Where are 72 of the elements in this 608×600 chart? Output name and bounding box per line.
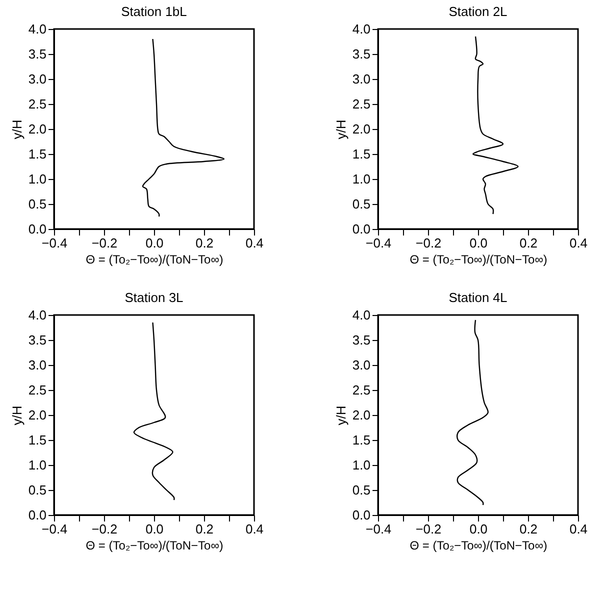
y-tick-label: 3.0 <box>352 358 370 372</box>
y-axis-title: y/H <box>333 406 348 426</box>
x-axis-title: Θ = (To₂−To∞)/(ToN−To∞) <box>86 252 224 266</box>
y-tick-label: 3.5 <box>28 332 46 348</box>
x-tick-label: 0.0 <box>145 522 164 536</box>
y-tick-label: 1.5 <box>28 146 46 162</box>
y-tick-label: 0.0 <box>28 508 46 522</box>
chart-title: Station 3L <box>124 290 184 305</box>
y-tick-label: 2.0 <box>352 408 370 422</box>
y-axis-title: y/H <box>333 120 348 140</box>
y-tick-label: 0.5 <box>28 482 46 498</box>
x-tick-label: 0.2 <box>519 522 538 536</box>
x-tick-label: −0.4 <box>42 236 68 250</box>
y-tick-label: 1.0 <box>352 458 370 472</box>
y-tick-label: 4.0 <box>28 308 46 322</box>
y-tick-label: 3.0 <box>28 72 46 86</box>
y-axis-title: y/H <box>9 120 24 140</box>
line-series <box>472 36 519 215</box>
y-tick-label: 3.0 <box>352 72 370 86</box>
chart-title: Station 2L <box>448 4 508 19</box>
x-axis-title: Θ = (To₂−To∞)/(ToN−To∞) <box>86 538 224 552</box>
x-tick-label: 0.0 <box>145 236 164 250</box>
line-series <box>142 38 225 218</box>
x-axis-title: Θ = (To₂−To∞)/(ToN−To∞) <box>410 252 548 266</box>
y-tick-label: 2.0 <box>352 122 370 136</box>
y-tick-label: 3.5 <box>352 46 370 62</box>
chart-title: Station 4L <box>448 290 508 305</box>
y-tick-label: 2.0 <box>28 408 46 422</box>
y-tick-label: 4.0 <box>352 308 370 322</box>
y-tick-label: 0.0 <box>352 508 370 522</box>
y-tick-label: 4.0 <box>28 22 46 36</box>
y-tick-label: 0.0 <box>28 222 46 236</box>
x-tick-label: 0.2 <box>519 236 538 250</box>
x-tick-label: −0.2 <box>416 522 442 536</box>
y-tick-label: 1.0 <box>352 172 370 186</box>
y-tick-label: 1.0 <box>28 458 46 472</box>
x-axis-title: Θ = (To₂−To∞)/(ToN−To∞) <box>410 538 548 552</box>
x-tick-label: 0.2 <box>195 522 214 536</box>
x-tick-label: 0.2 <box>195 236 214 250</box>
y-tick-label: 0.5 <box>352 196 370 212</box>
x-tick-label: −0.2 <box>92 236 118 250</box>
y-tick-label: 2.5 <box>352 96 370 112</box>
y-tick-label: 3.0 <box>28 358 46 372</box>
x-tick-label: 0.0 <box>469 522 488 536</box>
x-tick-label: −0.4 <box>42 522 68 536</box>
x-tick-label: 0.4 <box>245 236 264 250</box>
x-tick-label: −0.2 <box>92 522 118 536</box>
y-tick-label: 0.0 <box>352 222 370 236</box>
line-series <box>133 322 175 501</box>
y-tick-label: 1.5 <box>28 432 46 448</box>
y-tick-label: 2.5 <box>28 96 46 112</box>
x-tick-label: 0.4 <box>569 522 588 536</box>
x-tick-label: −0.2 <box>416 236 442 250</box>
chart-title: Station 1bL <box>121 4 187 19</box>
y-tick-label: 2.0 <box>28 122 46 136</box>
y-tick-label: 3.5 <box>352 332 370 348</box>
y-tick-label: 0.5 <box>352 482 370 498</box>
x-tick-label: 0.0 <box>469 236 488 250</box>
x-tick-label: 0.4 <box>245 522 264 536</box>
x-tick-label: −0.4 <box>366 236 392 250</box>
y-tick-label: 1.5 <box>352 432 370 448</box>
x-tick-label: 0.4 <box>569 236 588 250</box>
y-tick-label: 4.0 <box>352 22 370 36</box>
y-tick-label: 1.5 <box>352 146 370 162</box>
y-tick-label: 3.5 <box>28 46 46 62</box>
y-axis-title: y/H <box>9 406 24 426</box>
y-tick-label: 0.5 <box>28 196 46 212</box>
y-tick-label: 1.0 <box>28 172 46 186</box>
y-tick-label: 2.5 <box>28 382 46 398</box>
y-tick-label: 2.5 <box>352 382 370 398</box>
line-series <box>456 319 489 506</box>
x-tick-label: −0.4 <box>366 522 392 536</box>
